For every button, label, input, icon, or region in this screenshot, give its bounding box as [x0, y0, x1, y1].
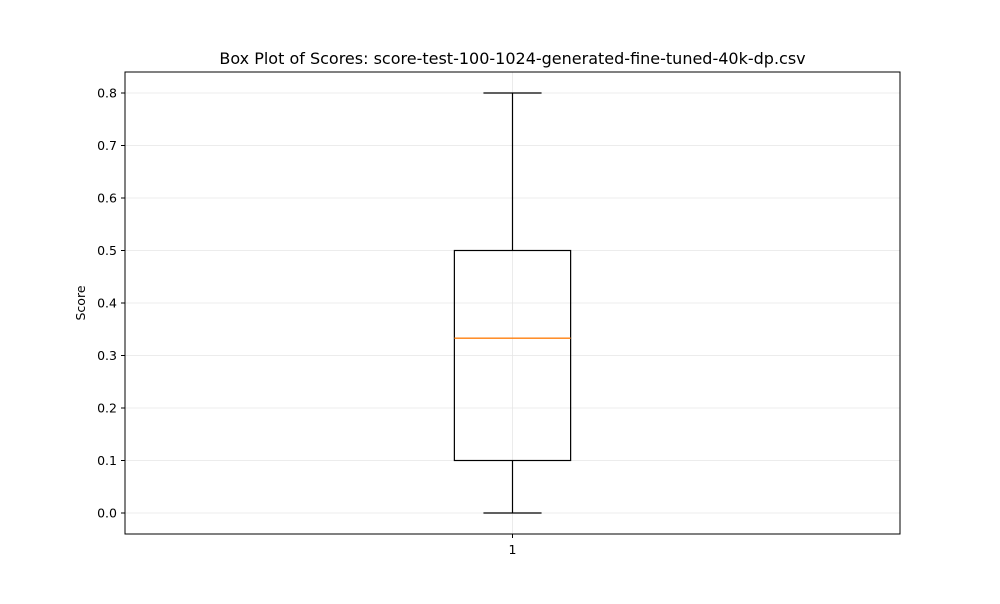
y-axis-ticks: 0.0 0.1 0.2 0.3 0.4 0.5 0.6 0.7 0.8: [97, 86, 125, 521]
y-tick-label: 0.0: [97, 506, 117, 521]
box-elements: [453, 92, 572, 514]
y-tick-label: 0.1: [97, 453, 117, 468]
y-tick-label: 0.2: [97, 401, 117, 416]
y-tick-label: 0.4: [97, 296, 117, 311]
y-tick-label: 0.8: [97, 86, 117, 101]
y-tick-label: 0.6: [97, 191, 117, 206]
y-tick-label: 0.5: [97, 243, 117, 258]
y-tick-label: 0.7: [97, 138, 117, 153]
y-tick-label: 0.3: [97, 348, 117, 363]
x-tick-label: 1: [509, 542, 517, 557]
y-axis-label: Score: [73, 285, 88, 320]
x-axis-ticks: 1: [509, 534, 517, 557]
interquartile-box: [453, 249, 572, 462]
chart-title: Box Plot of Scores: score-test-100-1024-…: [219, 49, 805, 68]
